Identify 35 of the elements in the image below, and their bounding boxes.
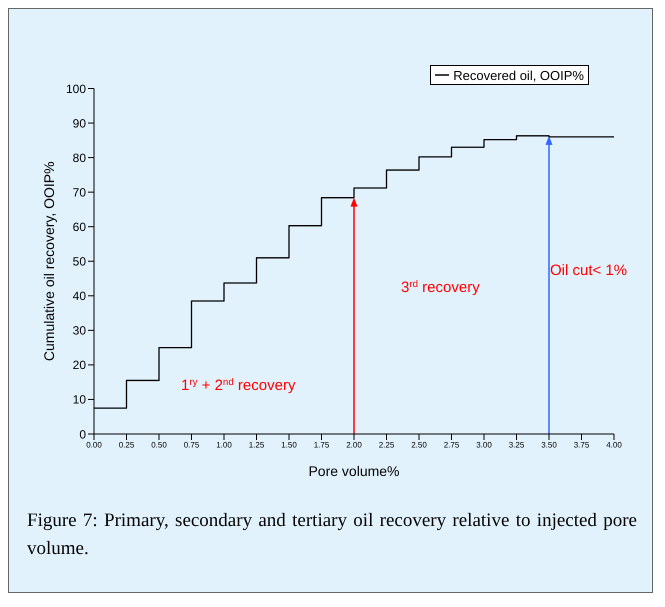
x-tick-label: 3.50 [541, 440, 558, 450]
x-tick-label: 0.50 [151, 440, 168, 450]
y-tick-label: 0 [79, 427, 86, 442]
y-tick-label: 40 [72, 289, 86, 304]
annotation: 1$^{ry}$ + 2$^{nd}$ recovery [181, 376, 296, 394]
y-tick-label: 70 [72, 185, 86, 200]
y-axis-title: Cumulative oil recovery, OOIP% [40, 161, 57, 362]
legend-label: Recovered oil, OOIP% [452, 68, 584, 82]
x-tick-label: 3.75 [574, 440, 590, 450]
y-tick-label: 100 [66, 82, 86, 96]
x-tick-label: 3.00 [476, 440, 492, 450]
y-tick-label: 90 [72, 116, 86, 130]
x-tick-label: 0.00 [86, 440, 102, 450]
annotation: 3$^{rd}$ recovery [401, 278, 480, 296]
x-tick-label: 2.00 [346, 440, 362, 450]
x-tick-label: 0.75 [184, 440, 200, 450]
x-tick-label: 2.50 [411, 440, 428, 450]
y-tick-label: 20 [72, 358, 86, 372]
y-tick-label: 30 [72, 324, 86, 338]
x-tick-label: 1.75 [314, 440, 330, 450]
y-tick-label: 10 [72, 392, 86, 407]
x-tick-label: 0.25 [118, 440, 135, 450]
y-tick-label: 80 [72, 150, 86, 165]
x-tick-label: 4.00 [606, 440, 622, 450]
x-axis-title: Pore volume% [308, 463, 400, 479]
annotation: Oil cut< 1% [550, 262, 628, 279]
x-tick-label: 2.25 [378, 440, 395, 450]
y-tick-label: 50 [72, 254, 86, 269]
caption: Figure 7: Primary, secondary and tertiary oil recovery relative to injected pore volume. [27, 509, 637, 561]
x-tick-label: 1.00 [216, 440, 232, 450]
y-tick-label: 60 [72, 220, 86, 234]
x-tick-label: 2.75 [444, 440, 460, 450]
x-tick-label: 1.25 [248, 440, 265, 450]
x-tick-label: 3.25 [508, 440, 525, 450]
x-tick-label: 1.50 [281, 440, 298, 450]
